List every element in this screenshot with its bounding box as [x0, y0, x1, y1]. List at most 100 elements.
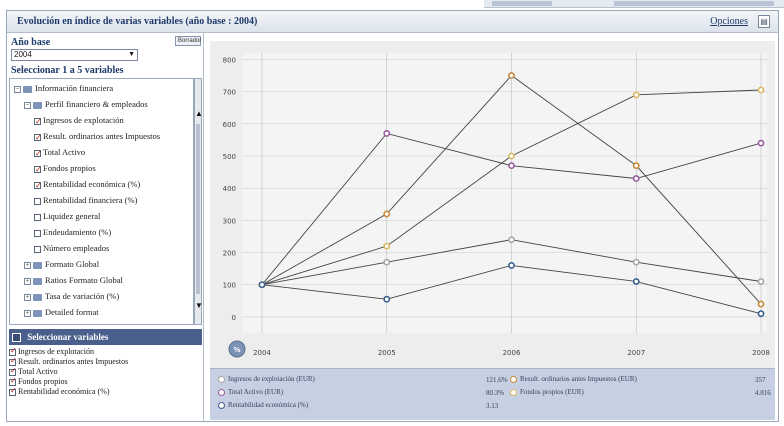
tree-item-label: Result. ordinarios antes Impuestos: [43, 131, 161, 141]
variable-checkbox[interactable]: [34, 197, 41, 205]
selected-variable[interactable]: Fondos propios: [9, 376, 202, 387]
chevron-down-icon: ▼: [128, 51, 135, 58]
legend-item: Total Activo (EUR): [218, 388, 283, 396]
background-window-strip: [484, 0, 784, 8]
tree-variable[interactable]: Número empleados: [34, 241, 109, 255]
tree-folder[interactable]: + Ratios Formato Global: [24, 273, 123, 287]
variable-checkbox[interactable]: [34, 131, 42, 145]
tree-folder[interactable]: − Perfil financiero & empleados: [24, 97, 148, 111]
expand-icon[interactable]: +: [24, 276, 31, 285]
variable-checkbox[interactable]: [34, 179, 42, 193]
data-point: [508, 162, 515, 170]
data-point: [383, 210, 391, 218]
expand-icon[interactable]: +: [24, 292, 31, 301]
expand-icon[interactable]: +: [24, 260, 31, 269]
tree-folder[interactable]: + Tasa de variación (%): [24, 289, 119, 303]
data-point: [508, 236, 515, 244]
legend-item: Rentabilidad económica (%): [218, 401, 308, 409]
tree-variable[interactable]: Rentabilidad económica (%): [34, 177, 140, 193]
chart-area: 0 100 200 300 400 500 600 700 800 2004 2005 2006 200…: [210, 41, 775, 368]
selected-checkbox[interactable]: [9, 376, 17, 386]
x-tick-label: 2007: [627, 349, 645, 357]
options-link[interactable]: Opciones: [710, 16, 748, 27]
y-tick-label: 300: [223, 217, 236, 225]
list-icon: [12, 333, 21, 343]
data-point: [383, 295, 391, 303]
selected-variable[interactable]: Result. ordinarios antes Impuestos: [9, 356, 202, 367]
tree-variable[interactable]: Liquidez general: [34, 209, 100, 223]
scroll-up-icon[interactable]: ▲: [195, 109, 203, 118]
data-point: [383, 258, 391, 266]
tree-item-label: Ratios Formato Global: [45, 275, 123, 285]
selected-variable[interactable]: Total Activo: [9, 366, 202, 377]
tree-folder[interactable]: + Detailed format: [24, 305, 99, 319]
variable-checkbox[interactable]: [34, 245, 41, 253]
tree-variable[interactable]: Endeudamiento (%): [34, 225, 111, 239]
tree-item-label: Fondos propios: [43, 163, 96, 173]
legend-label: Result. ordinarios antes Impuestos (EUR): [520, 375, 637, 383]
selected-variable[interactable]: Ingresos de explotación: [9, 346, 202, 357]
tree-item-label: Perfil financiero & empleados: [45, 99, 148, 109]
expand-icon[interactable]: +: [24, 308, 31, 317]
tree-item-label: Formato Global: [45, 259, 100, 269]
legend-value: 357: [755, 376, 766, 384]
panel-title: Evolución en índice de varias variables …: [17, 16, 258, 27]
tree-variable[interactable]: Ingresos de explotación: [34, 113, 124, 129]
base-year-select[interactable]: 2004 ▼: [11, 49, 138, 61]
selected-header-label: Seleccionar variables: [27, 332, 109, 342]
y-tick-label: 100: [223, 282, 236, 290]
variable-checkbox[interactable]: [34, 229, 41, 237]
tree-variable[interactable]: Result. ordinarios antes Impuestos: [34, 129, 161, 145]
data-point: [632, 91, 640, 99]
legend-label: Ingresos de explotación (EUR): [228, 375, 315, 383]
data-point: [632, 175, 640, 182]
selected-checkbox[interactable]: [9, 346, 17, 356]
variable-checkbox[interactable]: [34, 163, 42, 177]
data-point: [383, 130, 391, 137]
tree-variable[interactable]: Fondos propios: [34, 161, 96, 177]
x-tick-label: 2005: [378, 349, 396, 357]
legend-marker: [510, 388, 517, 396]
tree-variable[interactable]: Rentabilidad financiera (%): [34, 193, 137, 207]
data-point: [508, 262, 515, 269]
legend-label: Total Activo (EUR): [228, 388, 284, 396]
tree-folder[interactable]: − Información financiera: [14, 81, 113, 95]
y-tick-label: 700: [223, 89, 236, 97]
clear-button[interactable]: Borrador: [175, 36, 201, 46]
folder-icon: [33, 293, 42, 301]
selected-variable-label: Fondos propios: [18, 377, 68, 386]
variable-checkbox[interactable]: [34, 213, 41, 221]
options-menu-icon[interactable]: ▤: [758, 15, 770, 28]
plot-background: [242, 53, 767, 333]
y-tick-label: 800: [223, 56, 236, 64]
scroll-thumb[interactable]: [196, 124, 200, 294]
tree-folder[interactable]: + Formato Global: [24, 257, 99, 271]
y-tick-label: 500: [223, 153, 236, 161]
tree-item-label: Detailed format: [45, 307, 99, 317]
y-tick-label: 600: [223, 121, 236, 129]
selected-variable[interactable]: Rentabilidad económica (%): [9, 386, 202, 397]
zoom-button: [228, 340, 246, 358]
tree-item-label: Total Activo: [43, 147, 86, 157]
evolution-panel: Evolución en índice de varias variables …: [6, 10, 779, 422]
tree-scrollbar[interactable]: ▲ ▼: [194, 78, 203, 325]
variable-checkbox[interactable]: [34, 115, 42, 129]
selected-checkbox[interactable]: [9, 356, 17, 366]
data-point: [632, 258, 640, 266]
panel-titlebar: Evolución en índice de varias variables …: [7, 11, 778, 33]
chart-legend: Ingresos de explotación (EUR) 121.6% Resul…: [210, 368, 775, 420]
folder-icon: [33, 101, 42, 109]
data-point: [632, 278, 640, 285]
scroll-down-icon[interactable]: ▼: [195, 301, 203, 310]
legend-value: 80.3%: [486, 389, 505, 397]
collapse-icon[interactable]: −: [24, 100, 31, 109]
selected-checkbox[interactable]: [9, 366, 17, 376]
base-year-label: Año base: [11, 37, 51, 48]
data-point: [757, 310, 765, 318]
selected-checkbox[interactable]: [9, 386, 17, 396]
collapse-icon[interactable]: −: [14, 84, 21, 93]
variable-checkbox[interactable]: [34, 147, 42, 161]
y-tick-label: 400: [223, 185, 236, 193]
tree-variable[interactable]: Total Activo: [34, 145, 86, 161]
data-point: [258, 281, 266, 289]
